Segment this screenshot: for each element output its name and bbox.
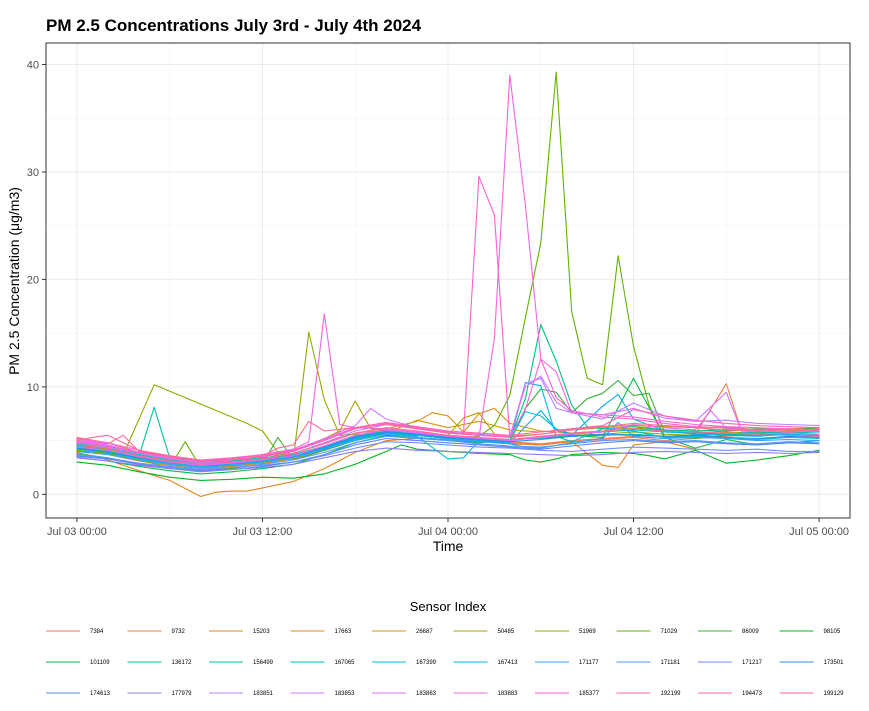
- legend-item-199129: 199129: [779, 691, 845, 697]
- legend-label: 15203: [253, 629, 270, 635]
- legend-label: 194473: [742, 691, 763, 697]
- legend-label: 71029: [661, 629, 678, 635]
- legend-label: 171181: [661, 660, 681, 666]
- legend-label: 167399: [416, 660, 437, 666]
- major-gridlines: [46, 43, 850, 518]
- y-tick-label: 10: [27, 382, 39, 394]
- legend-item-183883: 183883: [453, 691, 519, 697]
- plot-panel: [45, 42, 851, 519]
- legend-item-171181: 171181: [616, 660, 681, 666]
- legend-item-156499: 156499: [209, 660, 274, 666]
- legend-item-98105: 98105: [779, 629, 841, 635]
- y-tick-label: 40: [27, 59, 39, 71]
- legend-label: 101109: [90, 660, 110, 666]
- legend-items: 7384 9732 15203 17663 26687 50485 51969 71029 86…: [46, 629, 844, 697]
- series-line-194473: [76, 420, 820, 461]
- y-tick-label: 0: [33, 489, 39, 501]
- x-axis-title: Time: [433, 538, 464, 554]
- legend-item-51969: 51969: [535, 629, 596, 635]
- legend-item-101109: 101109: [46, 660, 110, 666]
- legend-label: 199129: [824, 691, 845, 697]
- series-line-183863: [76, 409, 820, 466]
- series-line-192199: [76, 408, 820, 462]
- legend-label: 171217: [742, 660, 763, 666]
- x-tick-label: Jul 05 00:00: [789, 526, 849, 538]
- legend-label: 192199: [661, 691, 682, 697]
- legend-label: 167065: [335, 660, 356, 666]
- legend-item-7384: 7384: [46, 629, 104, 635]
- legend-item-26687: 26687: [372, 629, 433, 635]
- legend-item-171177: 171177: [535, 660, 599, 666]
- legend-label: 183853: [335, 691, 356, 697]
- legend-item-194473: 194473: [698, 691, 763, 697]
- legend-label: 173501: [824, 660, 845, 666]
- series-line-199129: [76, 427, 820, 465]
- x-tick-label: Jul 03 12:00: [232, 526, 292, 538]
- legend-item-136172: 136172: [127, 660, 193, 666]
- x-tick-label: Jul 04 00:00: [418, 526, 478, 538]
- series-line-15203: [76, 437, 696, 498]
- legend-item-171217: 171217: [698, 660, 763, 666]
- legend-item-192199: 192199: [616, 691, 682, 697]
- legend-item-50485: 50485: [453, 629, 515, 635]
- legend-label: 183883: [498, 691, 519, 697]
- legend-label: 50485: [498, 629, 515, 635]
- legend-label: 26687: [416, 629, 433, 635]
- y-axis: 0 10 20 30 40: [27, 59, 46, 501]
- legend-item-9732: 9732: [127, 629, 186, 635]
- legend-item-183863: 183863: [372, 691, 437, 697]
- y-tick-label: 30: [27, 167, 39, 179]
- legend-item-167413: 167413: [453, 660, 519, 666]
- legend-label: 17663: [335, 629, 352, 635]
- legend-label: 174613: [90, 691, 111, 697]
- chart-title: PM 2.5 Concentrations July 3rd - July 4t…: [46, 16, 422, 35]
- series-line-185377: [76, 175, 820, 463]
- series-line-171181: [76, 435, 820, 471]
- legend-item-71029: 71029: [616, 629, 678, 635]
- y-tick-label: 20: [27, 274, 39, 286]
- legend-label: 177979: [172, 691, 193, 697]
- x-axis: Jul 03 00:00 Jul 03 12:00 Jul 04 00:00 Jul …: [47, 518, 849, 538]
- legend-label: 51969: [579, 629, 596, 635]
- legend-item-173501: 173501: [779, 660, 845, 666]
- series-line-174613: [76, 437, 820, 472]
- legend-label: 156499: [253, 660, 274, 666]
- y-axis-title: PM 2.5 Concentration (μg/m3): [6, 187, 22, 375]
- legend-label: 185377: [579, 691, 600, 697]
- series-line-171217: [76, 441, 820, 470]
- legend-item-185377: 185377: [535, 691, 600, 697]
- legend-item-174613: 174613: [46, 691, 111, 697]
- series-layer: [76, 71, 820, 498]
- legend-label: 7384: [90, 629, 104, 635]
- legend-label: 9732: [172, 629, 186, 635]
- legend-item-15203: 15203: [209, 629, 270, 635]
- legend: Sensor Index 7384 9732 15203 17663 26687 5048…: [46, 599, 844, 697]
- legend-label: 183863: [416, 691, 437, 697]
- series-line-171177: [76, 421, 820, 469]
- legend-label: 98105: [824, 629, 841, 635]
- legend-item-167065: 167065: [290, 660, 356, 666]
- legend-item-177979: 177979: [127, 691, 193, 697]
- legend-item-167399: 167399: [372, 660, 437, 666]
- legend-item-183851: 183851: [209, 691, 274, 697]
- legend-label: 183851: [253, 691, 274, 697]
- series-line-177979: [76, 447, 820, 473]
- legend-label: 86009: [742, 629, 759, 635]
- legend-label: 136172: [172, 660, 193, 666]
- legend-item-86009: 86009: [698, 629, 759, 635]
- legend-item-183853: 183853: [290, 691, 356, 697]
- legend-title: Sensor Index: [410, 599, 487, 614]
- x-tick-label: Jul 03 00:00: [47, 526, 107, 538]
- legend-label: 167413: [498, 660, 519, 666]
- legend-label: 171177: [579, 660, 599, 666]
- x-tick-label: Jul 04 12:00: [604, 526, 664, 538]
- legend-item-17663: 17663: [290, 629, 352, 635]
